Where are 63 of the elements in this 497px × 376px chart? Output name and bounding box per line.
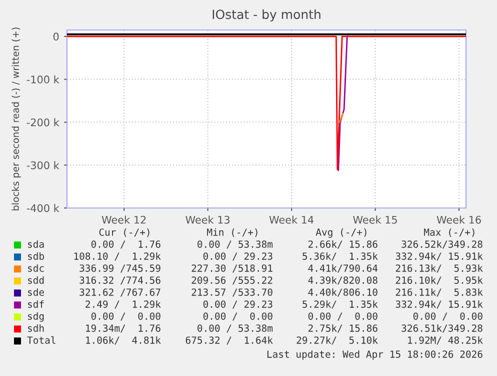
text: 2.66k/ 15.86 — [308, 240, 378, 249]
text: 5.36k/ 1.35k — [302, 252, 378, 261]
text: 213.57 /533.70 — [192, 288, 272, 297]
text: 29.27k/ 5.10k — [296, 336, 378, 345]
legend-label: sdf — [28, 300, 44, 308]
text: Avg (-/+) — [316, 228, 366, 238]
text: 1.92M/ 48.25k — [408, 336, 483, 345]
text: 326.52k/349.28 — [402, 240, 482, 249]
text: 227.30 /518.91 — [192, 264, 272, 273]
text: 0.00 / 0.00 — [203, 312, 272, 321]
x-tick-label: Week 16 — [436, 216, 481, 224]
text: 19.34m/ 1.76 — [86, 324, 160, 333]
line-series — [338, 36, 348, 171]
text: 2.75k/ 15.86 — [308, 324, 378, 333]
x-tick-label: Week 15 — [353, 216, 397, 224]
text: 326.51k/349.28 — [402, 324, 482, 333]
text: 0.00 / 0.00 — [413, 312, 482, 321]
text: 0.00 / 53.38m — [198, 324, 273, 333]
y-tick-label: -300 k — [26, 161, 60, 170]
text: 332.94k/ 15.91k — [396, 300, 483, 309]
text: 5.29k/ 1.35k — [302, 300, 378, 309]
legend-label: sde — [28, 288, 44, 296]
chart-title: IOstat - by month — [212, 9, 320, 22]
text: 332.94k/ 15.91k — [396, 252, 483, 261]
text: 108.10 / 1.29k — [74, 252, 161, 261]
text: 675.32 / 1.64k — [186, 336, 273, 345]
y-axis-title: blocks per second read (-) / written (+) — [12, 28, 21, 210]
y-tick-label: -400 k — [26, 204, 60, 212]
text: 4.41k/790.64 — [308, 264, 378, 273]
text: 316.32 /774.56 — [80, 276, 160, 285]
text: 321.62 /767.67 — [80, 288, 160, 297]
text: 4.39k/820.08 — [308, 276, 378, 285]
legend-label: sdc — [28, 264, 44, 272]
x-tick-label: Week 13 — [186, 216, 230, 224]
x-tick-label: Week 12 — [102, 216, 146, 224]
text: 216.10k/ 5.95k — [396, 276, 483, 285]
text: 0.00 / 0.00 — [308, 312, 378, 321]
legend-label: sdd — [28, 276, 44, 284]
text: Min (-/+) — [207, 228, 258, 237]
text: 0.00 / 0.00 — [91, 312, 160, 321]
legend-label: sdh — [28, 324, 44, 332]
text: Max (-/+) — [424, 228, 474, 237]
text: 0.00 / 29.23 — [203, 252, 272, 261]
text: 4.40k/806.10 — [308, 288, 378, 297]
text: 0.00 / 29.23 — [203, 300, 272, 309]
text: 336.99 /745.59 — [80, 264, 160, 273]
y-tick-label: -200 k — [26, 118, 60, 126]
y-tick-label: -100 k — [26, 75, 60, 84]
text: 1.06k/ 4.81k — [86, 336, 161, 345]
legend-label: sda — [28, 240, 44, 248]
legend-label: sdb — [28, 252, 44, 260]
y-tick-label: 0 — [53, 32, 59, 41]
legend-label: sdg — [28, 312, 44, 322]
text: 2.49 / 1.29k — [86, 300, 161, 309]
text: 0.00 / 1.76 — [91, 240, 160, 249]
text: Last update: Wed Apr 15 18:00:26 2026 — [267, 350, 482, 360]
text: Cur (-/+) — [99, 228, 150, 237]
x-tick-label: Week 14 — [269, 216, 314, 224]
text: 0.00 / 53.38m — [198, 240, 273, 249]
text: 216.11k/ 5.83k — [396, 288, 483, 297]
text: 216.13k/ 5.93k — [396, 264, 483, 273]
text: 209.56 /555.22 — [192, 276, 272, 285]
legend-label: Total — [27, 336, 56, 344]
